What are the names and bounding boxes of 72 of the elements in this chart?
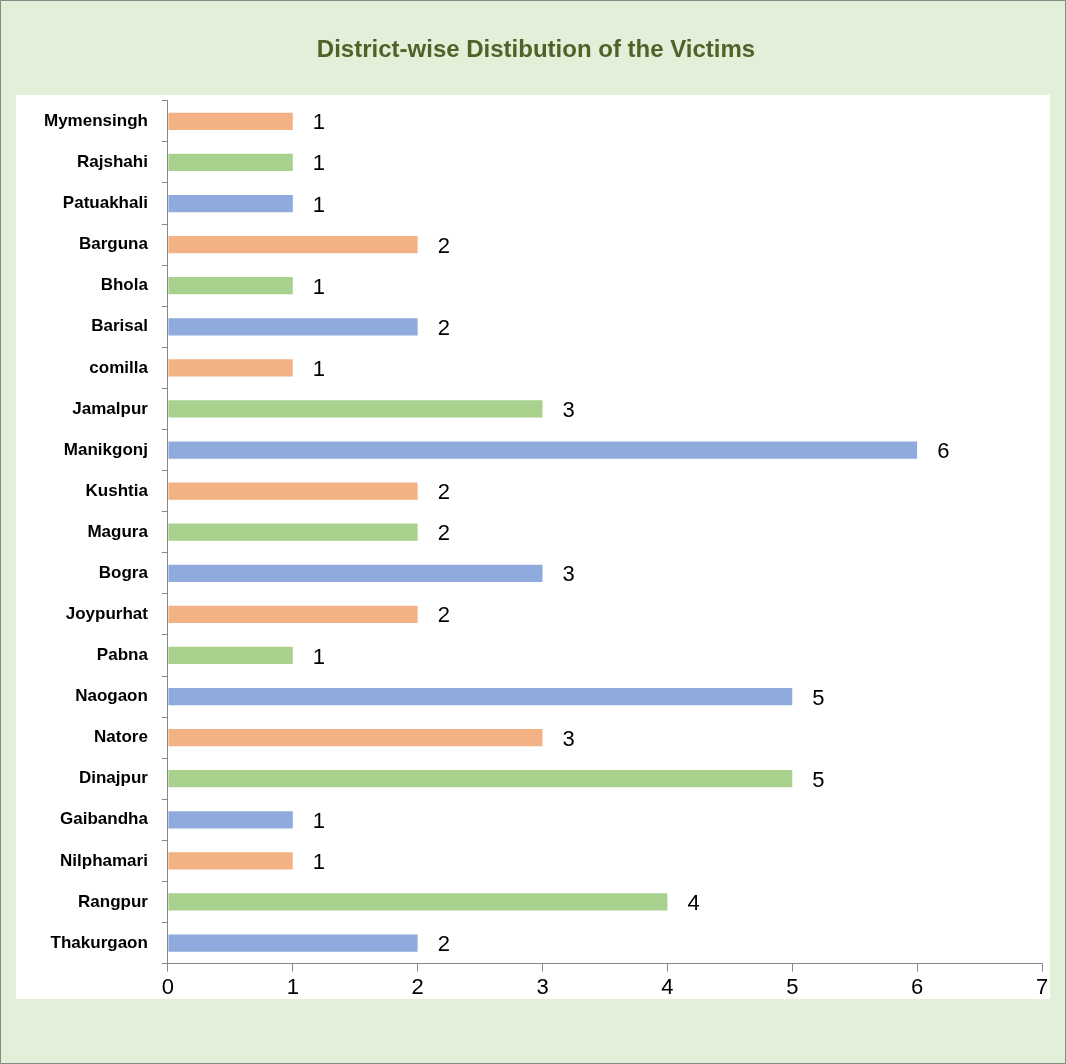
bar (168, 400, 543, 418)
data-label: 1 (312, 355, 326, 381)
chart-title: District-wise Distibution of the Victims (316, 35, 756, 63)
y-tick-label: Rajshahi (77, 152, 148, 172)
bar (168, 564, 543, 582)
x-tick-label: 3 (536, 973, 549, 999)
y-tick-label: Patuakhali (62, 193, 148, 213)
y-tick-label: Manikgonj (63, 439, 148, 459)
x-tick-label: 1 (286, 973, 299, 999)
y-tick-label: Rangpur (78, 891, 149, 911)
bar (168, 605, 418, 623)
data-label: 2 (437, 520, 450, 546)
bar (168, 811, 293, 829)
x-tick-label: 2 (411, 973, 424, 999)
y-tick-label: Joypurhat (65, 604, 149, 624)
bar (168, 770, 793, 788)
bar (168, 153, 293, 172)
data-label: 2 (437, 931, 450, 957)
y-tick-label: Magura (87, 521, 149, 541)
data-label: 1 (312, 191, 326, 217)
data-label: 3 (562, 561, 575, 587)
bar (168, 482, 418, 500)
y-tick-label: Barisal (91, 316, 148, 336)
data-label: 2 (437, 479, 450, 505)
data-label: 1 (312, 273, 326, 299)
bar (168, 318, 418, 336)
bar (168, 646, 293, 665)
x-tick-label: 6 (911, 973, 924, 999)
data-label: 5 (812, 766, 825, 792)
data-label: 2 (437, 602, 450, 628)
data-label: 1 (312, 848, 326, 874)
data-label: 1 (312, 150, 326, 176)
data-label: 2 (437, 232, 450, 258)
y-tick-label: Jamalpur (72, 398, 149, 418)
data-label: 2 (437, 314, 450, 340)
y-tick-label: Thakurgaon (50, 932, 148, 952)
y-tick-label: comilla (89, 357, 149, 377)
bar (168, 729, 543, 747)
y-tick-label: Dinajpur (78, 768, 149, 788)
bar (168, 235, 418, 254)
y-tick-label: Bogra (98, 562, 149, 582)
bar (168, 112, 293, 130)
y-tick-label: Barguna (78, 234, 149, 254)
data-label: 3 (562, 397, 575, 423)
y-tick-label: Bhola (100, 275, 149, 295)
bar (168, 277, 293, 295)
bar (168, 687, 793, 706)
data-label: 6 (937, 438, 950, 464)
bar (168, 441, 918, 459)
data-label: 5 (812, 684, 825, 710)
data-label: 1 (312, 109, 326, 135)
x-tick-label: 7 (1035, 973, 1049, 999)
bar (168, 359, 293, 377)
data-label: 1 (312, 807, 326, 833)
y-tick-label: Nilphamari (60, 850, 148, 870)
y-tick-label: Gaibandha (60, 809, 149, 829)
bar (168, 852, 293, 870)
y-tick-label: Kushtia (85, 480, 149, 500)
x-tick-label: 0 (161, 973, 175, 999)
y-tick-label: Natore (94, 727, 148, 747)
x-tick-label: 5 (786, 973, 799, 999)
y-tick-label: Naogaon (75, 686, 148, 706)
bar (168, 194, 293, 213)
bar (168, 934, 418, 952)
data-label: 4 (687, 890, 700, 916)
bar (168, 893, 668, 911)
y-tick-label: Mymensingh (43, 111, 148, 131)
x-tick-label: 4 (661, 973, 674, 999)
data-label: 1 (312, 643, 326, 669)
bar (168, 523, 418, 541)
y-tick-label: Pabna (96, 645, 149, 665)
data-label: 3 (562, 725, 575, 751)
